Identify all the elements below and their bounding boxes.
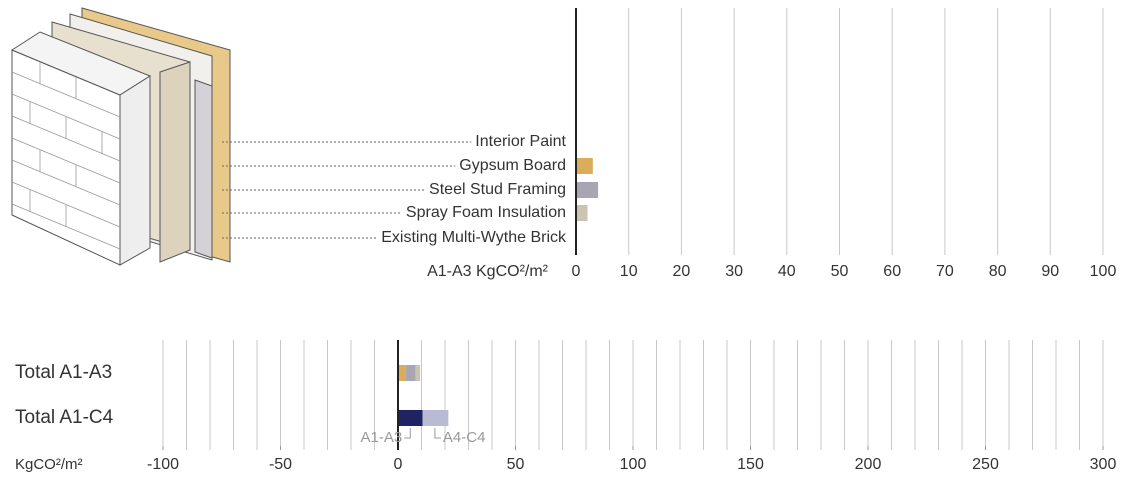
x-tick-label: 60 bbox=[883, 263, 901, 280]
x-tick-label: 300 bbox=[1090, 456, 1117, 473]
x-tick-label: 50 bbox=[507, 456, 525, 473]
x-axis-label: A1-A3 KgCO²/m² bbox=[427, 263, 549, 280]
bar-segment bbox=[399, 410, 423, 426]
x-tick-label: 80 bbox=[989, 263, 1007, 280]
x-tick-label: -100 bbox=[147, 456, 179, 473]
row-label: Total A1-C4 bbox=[15, 407, 114, 428]
x-axis-label: KgCO²/m² bbox=[15, 456, 83, 473]
category-label: Steel Stud Framing bbox=[429, 181, 566, 198]
legend-label: A4-C4 bbox=[443, 429, 486, 446]
bar-segment bbox=[399, 365, 406, 381]
x-tick-label: 10 bbox=[620, 263, 638, 280]
x-tick-label: 20 bbox=[673, 263, 691, 280]
page: Total A1-A3 Total A1-C4 KgCO²/m² A1-A3 K… bbox=[0, 0, 1128, 479]
wall-illustration bbox=[12, 8, 230, 265]
x-tick-label: 0 bbox=[394, 456, 403, 473]
x-tick-label: 200 bbox=[855, 456, 882, 473]
category-label: Existing Multi-Wythe Brick bbox=[381, 229, 567, 246]
x-tick-label: 250 bbox=[972, 456, 999, 473]
chart: Total A1-A3 Total A1-C4 KgCO²/m² A1-A3 K… bbox=[0, 0, 1128, 479]
x-tick-label: 90 bbox=[1041, 263, 1059, 280]
x-tick-label: 100 bbox=[620, 456, 647, 473]
x-tick-label: 150 bbox=[737, 456, 764, 473]
x-tick-label: 70 bbox=[936, 263, 954, 280]
x-tick-label: 40 bbox=[778, 263, 796, 280]
x-tick-label: 50 bbox=[831, 263, 849, 280]
bar-segment bbox=[415, 365, 420, 381]
bar bbox=[577, 158, 593, 174]
x-tick-label: -50 bbox=[269, 456, 292, 473]
bar-segment bbox=[406, 365, 415, 381]
x-tick-label: 0 bbox=[572, 263, 581, 280]
legend-label: A1-A3 bbox=[361, 429, 403, 446]
bar-segment bbox=[423, 410, 449, 426]
x-tick-label: 100 bbox=[1090, 263, 1117, 280]
bar bbox=[577, 205, 588, 221]
legend-bracket bbox=[404, 428, 410, 438]
category-label: Interior Paint bbox=[475, 133, 566, 150]
bar bbox=[577, 182, 598, 198]
category-label: Spray Foam Insulation bbox=[406, 204, 566, 221]
legend-bracket bbox=[435, 428, 441, 438]
row-label: Total A1-A3 bbox=[15, 362, 112, 383]
x-tick-label: 30 bbox=[725, 263, 743, 280]
category-label: Gypsum Board bbox=[459, 157, 566, 174]
